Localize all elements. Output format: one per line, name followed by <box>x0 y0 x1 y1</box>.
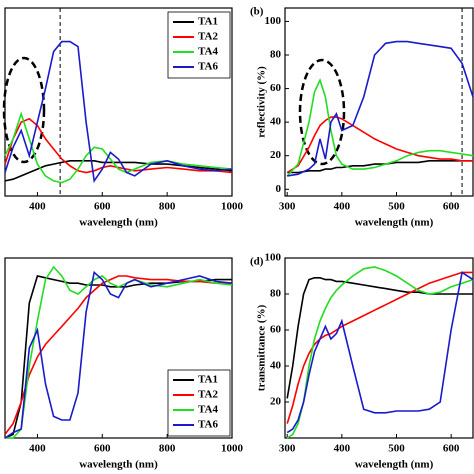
x-tick-label: 300 <box>279 443 296 455</box>
highlight-ellipse <box>2 56 46 164</box>
x-tick-label: 400 <box>334 443 351 455</box>
series-line <box>4 270 233 439</box>
legend-label: TA1 <box>198 16 218 28</box>
x-axis-title: wavelength (nm) <box>355 459 434 471</box>
x-tick-label: 800 <box>159 443 176 455</box>
series-line <box>4 275 232 435</box>
legend-label: TA4 <box>198 46 218 58</box>
x-tick-label: 300 <box>279 201 296 213</box>
x-tick-label: 1000 <box>221 443 244 455</box>
y-tick-label: 60 <box>270 324 282 336</box>
panel-label: (b) <box>250 6 264 18</box>
y-tick-label: 20 <box>270 149 282 161</box>
x-tick-label: 400 <box>29 443 46 455</box>
plot-frame <box>284 257 474 439</box>
y-tick-label: 20 <box>270 396 282 408</box>
x-axis-title: wavelength (nm) <box>355 217 434 229</box>
x-tick-label: 1000 <box>221 201 244 213</box>
series-line <box>286 271 474 434</box>
legend-label: TA1 <box>198 374 218 386</box>
plot-frame <box>4 7 233 197</box>
y-axis-title: transmittance (%) <box>256 304 268 391</box>
legend-label: TA2 <box>198 31 218 43</box>
series-line <box>4 117 233 174</box>
y-tick-label: 100 <box>265 15 282 27</box>
x-tick-label: 800 <box>159 201 176 213</box>
series-line <box>4 40 233 184</box>
x-axis-title: wavelength (nm) <box>79 459 158 471</box>
series-line <box>287 40 474 177</box>
plot-frame <box>284 7 474 197</box>
series-line <box>4 111 233 184</box>
x-tick-label: 600 <box>443 201 460 213</box>
legend-label: TA4 <box>198 404 218 416</box>
legend-label: TA2 <box>198 389 218 401</box>
y-tick-label: 40 <box>270 116 282 128</box>
series-line <box>286 271 473 424</box>
y-tick-label: 100 <box>265 252 282 264</box>
series-line <box>287 160 473 174</box>
y-axis-title: reflectivity (%) <box>256 66 268 138</box>
x-tick-label: 600 <box>94 201 111 213</box>
x-tick-label: 600 <box>443 443 460 455</box>
series-line <box>286 116 473 174</box>
y-tick-label: 0 <box>276 183 282 195</box>
x-tick-label: 600 <box>94 443 111 455</box>
y-tick-label: 60 <box>270 82 282 94</box>
y-tick-label: 80 <box>270 288 282 300</box>
panel-label: (d) <box>250 256 264 268</box>
y-tick-label: 80 <box>270 49 282 61</box>
x-tick-label: 500 <box>388 443 405 455</box>
y-tick-label: 40 <box>270 360 282 372</box>
series-line <box>286 266 474 439</box>
x-tick-label: 500 <box>388 201 405 213</box>
legend-label: TA6 <box>198 61 218 73</box>
x-axis-title: wavelength (nm) <box>79 217 158 229</box>
plot-frame <box>4 257 233 439</box>
series-line <box>286 78 474 177</box>
series-line <box>4 160 233 182</box>
x-tick-label: 400 <box>29 201 46 213</box>
highlight-ellipse <box>298 58 346 166</box>
legend-label: TA6 <box>198 419 218 431</box>
x-tick-label: 400 <box>334 201 351 213</box>
